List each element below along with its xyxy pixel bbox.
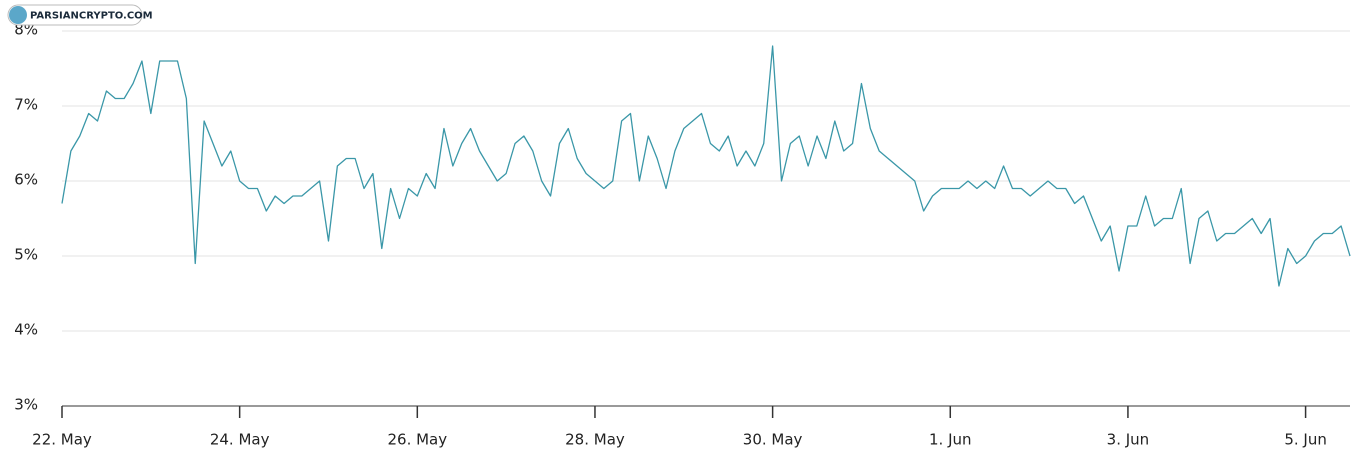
x-tick-label: 22. May [32, 431, 92, 449]
y-tick-label: 3% [14, 396, 38, 414]
x-tick-label: 24. May [210, 431, 270, 449]
watermark-logo [9, 6, 27, 24]
y-tick-label: 7% [14, 96, 38, 114]
x-tick-label: 30. May [743, 431, 803, 449]
x-tick-label: 26. May [387, 431, 447, 449]
y-tick-label: 6% [14, 171, 38, 189]
x-tick-label: 28. May [565, 431, 625, 449]
y-tick-label: 5% [14, 246, 38, 264]
data-line [61, 45, 1351, 287]
x-tick-label: 5. Jun [1284, 431, 1327, 449]
watermark-text: PARSIANCRYPTO.COM [30, 11, 153, 22]
watermark-badge [7, 4, 143, 26]
y-tick-label: 4% [14, 321, 38, 339]
x-tick-label: 3. Jun [1107, 431, 1150, 449]
watermark: PARSIANCRYPTO.COM [7, 4, 153, 26]
x-tick-label: 1. Jun [929, 431, 972, 449]
